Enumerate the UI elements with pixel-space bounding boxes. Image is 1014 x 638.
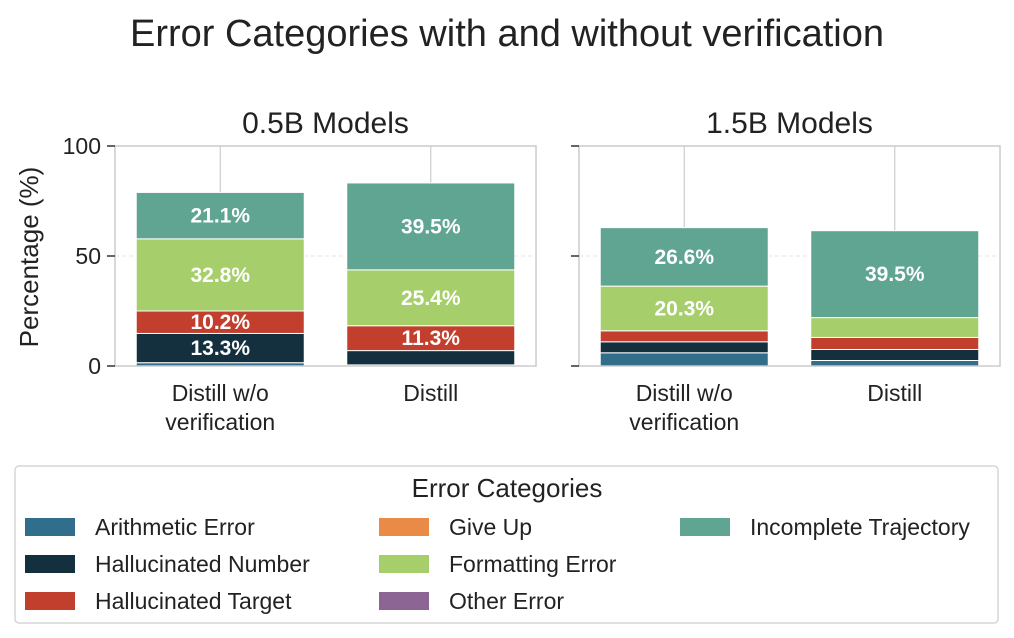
legend-item: Arithmetic Error [25, 514, 255, 540]
legend-item: Give Up [379, 514, 532, 540]
legend-entries: Arithmetic Error Hallucinated Number Hallu… [25, 514, 970, 614]
x-tick-label: Distill w/o [636, 380, 733, 406]
panels: 13.3% 10.2% 32.8% 21.1% Distill w/o verificat… [63, 107, 1001, 435]
panel-title: 1.5B Models [706, 107, 873, 140]
chart-title: Error Categories with and without verifi… [130, 13, 884, 55]
legend-item: Other Error [379, 588, 564, 614]
legend-swatch [379, 518, 429, 536]
bar-segment [346, 269, 516, 327]
data-label: 20.3% [654, 297, 714, 320]
legend: Error Categories Arithmetic Error Halluci… [14, 465, 999, 624]
legend-label: Hallucinated Number [95, 551, 310, 577]
legend-item: Formatting Error [379, 551, 617, 577]
legend-label: Formatting Error [449, 551, 617, 577]
bar-segment [810, 336, 980, 350]
data-label: 13.3% [190, 337, 250, 360]
legend-label: Hallucinated Target [95, 588, 292, 614]
bar-segment [346, 182, 516, 271]
bar-segment [810, 349, 980, 361]
data-label: 26.6% [654, 246, 714, 269]
data-label: 25.4% [401, 287, 461, 310]
data-label: 11.3% [402, 327, 461, 350]
bar-segment [135, 238, 305, 312]
y-tick-label: 100 [63, 133, 101, 159]
legend-item: Hallucinated Number [25, 551, 310, 577]
data-label: 39.5% [401, 215, 461, 238]
bar-segment [599, 341, 769, 354]
bar-segment [135, 332, 305, 364]
panel-2: 20.3% 26.6% Distill w/o verification 39.5% Di… [571, 107, 1001, 435]
bar-segment [599, 330, 769, 343]
bar-segment [346, 350, 516, 366]
legend-title: Error Categories [412, 473, 603, 503]
data-label: 39.5% [865, 263, 925, 286]
legend-label: Other Error [449, 588, 564, 614]
bar-segment [599, 227, 769, 287]
bar-segment [135, 191, 305, 240]
x-tick-label: verification [165, 409, 275, 435]
y-tick-label: 0 [88, 353, 101, 379]
bar-segment [810, 317, 980, 338]
bar-segment [599, 352, 769, 367]
y-tick-label: 50 [75, 243, 101, 269]
legend-label: Arithmetic Error [95, 514, 255, 540]
legend-swatch [25, 555, 75, 573]
data-label: 32.8% [190, 264, 250, 287]
data-label: 10.2% [190, 311, 250, 334]
legend-swatch [680, 518, 730, 536]
panel-title: 0.5B Models [242, 107, 409, 140]
legend-label: Give Up [449, 514, 532, 540]
x-tick-label: verification [629, 409, 739, 435]
legend-item: Incomplete Trajectory [680, 514, 970, 540]
bar-segment [346, 325, 516, 352]
x-tick-label: Distill [403, 380, 458, 406]
legend-swatch [25, 518, 75, 536]
x-tick-label: Distill w/o [172, 380, 269, 406]
y-axis-label: Percentage (%) [14, 167, 44, 348]
legend-label: Incomplete Trajectory [750, 514, 970, 540]
x-tick-label: Distill [867, 380, 922, 406]
legend-item: Hallucinated Target [25, 588, 292, 614]
bar-segment [810, 230, 980, 319]
data-label: 21.1% [190, 205, 250, 228]
bar-segment [810, 360, 980, 367]
legend-frame [14, 465, 999, 624]
legend-swatch [379, 592, 429, 610]
legend-swatch [379, 555, 429, 573]
legend-swatch [25, 592, 75, 610]
panel-1: 13.3% 10.2% 32.8% 21.1% Distill w/o verificat… [63, 107, 537, 435]
